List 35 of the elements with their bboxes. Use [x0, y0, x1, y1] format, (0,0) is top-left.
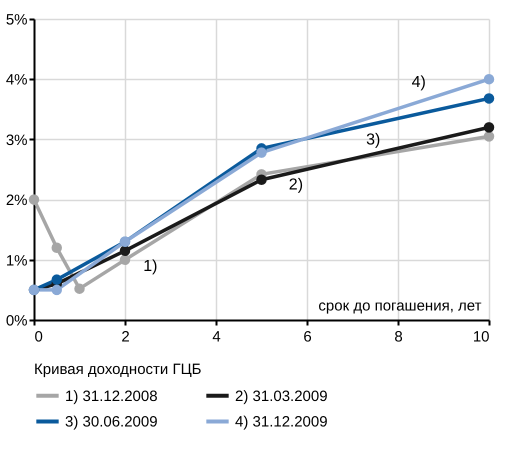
point [484, 74, 494, 84]
point [484, 131, 494, 142]
point [52, 284, 62, 296]
legend-label: 3) 30.06.2009 [65, 414, 158, 430]
y-tick-label: 1% [6, 252, 28, 270]
annotation: 2) [288, 176, 304, 194]
y-tick-label: 2% [6, 192, 28, 210]
point [120, 246, 130, 256]
legend-label: 4) 31.12.2009 [235, 414, 328, 430]
x-tick-label: 2 [121, 328, 130, 346]
y-tick-label: 4% [6, 72, 28, 89]
point [52, 274, 62, 285]
x-tick-label: 10 [472, 328, 490, 346]
annotation: 3) [366, 131, 380, 148]
legend-title: Кривая доходности ГЦБ [34, 361, 202, 378]
x-tick-label: 4 [212, 328, 221, 346]
point [484, 93, 494, 104]
x-tick-label: 0 [34, 328, 43, 346]
point [256, 147, 267, 158]
point [74, 283, 85, 294]
y-tick-label: 0% [6, 312, 28, 330]
x-axis-title: срок до погашения, лет [318, 298, 482, 314]
y-tick-label: 5% [6, 12, 28, 28]
x-tick-label: 8 [394, 328, 403, 346]
point [52, 242, 62, 253]
point [256, 174, 267, 185]
point [120, 254, 130, 266]
y-tick-label: 3% [6, 132, 28, 149]
point [484, 122, 494, 133]
annotation: 4) [412, 74, 426, 92]
legend-label: 2) 31.03.2009 [235, 388, 328, 405]
x-tick-label: 6 [303, 328, 312, 346]
annotation: 1) [143, 258, 158, 275]
legend-label: 1) 31.12.2008 [65, 388, 158, 405]
point [28, 194, 40, 205]
